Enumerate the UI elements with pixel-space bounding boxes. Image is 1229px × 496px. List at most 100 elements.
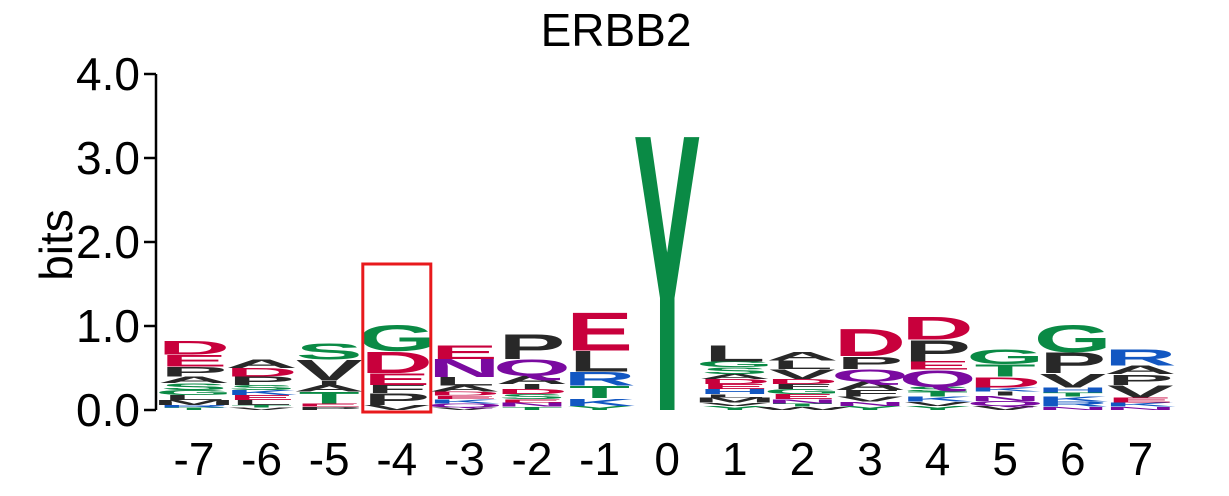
x-tick-label: 6 (1060, 433, 1086, 485)
y-tick-label: 4.0 (76, 48, 140, 100)
logo-letter: E (566, 301, 633, 362)
logo-letter: R (158, 404, 230, 408)
logo-letter: R (563, 368, 635, 390)
logo-letter: Q (966, 400, 1044, 408)
x-axis: -7 -6 -5 -4 -3 -2 -1 0 1 2 3 4 5 6 7 (174, 433, 1154, 485)
logo-letter: D (496, 388, 568, 396)
x-tick-label: 5 (992, 433, 1018, 485)
logo-letter: P (363, 390, 430, 408)
logo-letter: T (772, 402, 833, 407)
logo-letter: P (837, 353, 904, 373)
logo-letter: T (569, 383, 630, 403)
logo-letter: S (161, 382, 228, 392)
x-tick-label: 3 (857, 433, 883, 485)
logo-letter: N (834, 401, 906, 408)
logo-letter: D (969, 374, 1041, 391)
logo-letter: P (296, 406, 363, 411)
x-tick-label: -6 (241, 433, 282, 485)
logo-letter: V (228, 407, 295, 411)
logo-letter: A (496, 374, 568, 387)
logo-letter: D (901, 310, 973, 346)
logo-letter: D (699, 378, 771, 386)
logo-letter: S (499, 393, 566, 401)
logo-letter: P (1039, 347, 1106, 380)
logo-letter: V (431, 407, 498, 411)
logo-letter: S (228, 384, 295, 392)
logo-letter: K (969, 386, 1041, 393)
x-tick-label: -2 (512, 433, 553, 485)
logo-letter: F (772, 383, 833, 391)
logo-columns: TRMLGSAPEDVTLEKSPDAPETAIVSVPFEDGVQKEDALN… (152, 52, 1176, 495)
logo-letter: L (231, 399, 292, 407)
logo-letter: W (755, 406, 850, 411)
logo-letter: V (837, 395, 904, 403)
logo-letter: T (975, 361, 1036, 381)
highlight-box (361, 262, 433, 414)
logo-letter: I (315, 380, 343, 387)
logo-letter: A (834, 380, 906, 393)
logo-letter: L (704, 393, 765, 398)
logo-letter: E (296, 402, 363, 407)
x-tick-label: -3 (444, 433, 485, 485)
x-tick-label: -1 (579, 433, 620, 485)
logo-letter: A (293, 383, 365, 393)
logo-letter: K (1104, 401, 1176, 408)
logo-letter: Y (904, 405, 971, 412)
logo-letter: G (966, 345, 1044, 368)
logo-letter: G (358, 318, 436, 360)
logo-letter: A (428, 384, 500, 393)
logo-letter: Y (633, 52, 700, 495)
logo-letter: Q (426, 402, 504, 409)
logo-letter: E (161, 352, 228, 370)
logo-letter: D (158, 337, 230, 359)
logo-letter: T (907, 390, 968, 398)
logo-letter: S (904, 385, 971, 393)
logo-letter: V (1107, 382, 1174, 402)
logo-letter: S (296, 339, 363, 365)
logo-letter: T (299, 389, 360, 407)
logo-column: Y (633, 52, 700, 495)
logo-letter: Q (493, 355, 571, 381)
y-axis-label: bits (30, 209, 82, 281)
logo-letter: I (991, 391, 1019, 398)
logo-letter: N (1104, 406, 1176, 411)
logo-letter: D (428, 391, 500, 398)
logo-letter: V (363, 404, 430, 412)
logo-letter: Q (831, 366, 909, 386)
chart-title: ERBB2 (541, 4, 692, 56)
logo-letter: E (1107, 396, 1174, 404)
x-tick-label: -7 (174, 433, 215, 485)
logo-letter: E (431, 341, 498, 363)
logo-letter: G (696, 360, 774, 369)
logo-letter: L (163, 394, 224, 402)
logo-letter: P (161, 364, 228, 380)
logo-letter: D (766, 378, 838, 386)
logo-letter: A (699, 373, 771, 381)
logo-letter: R (1037, 400, 1109, 408)
logo-letter: A (1104, 364, 1176, 377)
x-tick-label: 0 (654, 433, 680, 485)
logo-letter: Y (701, 405, 768, 412)
logo-letter: P (228, 374, 295, 387)
logo-letter: E (499, 398, 566, 403)
logo-letter: V (769, 366, 836, 382)
highlight-layer (361, 262, 433, 414)
logo-letter: K (1037, 395, 1109, 403)
logo-letter: V (904, 401, 971, 408)
logo-letter: E (904, 359, 971, 372)
logo-letter: V (972, 405, 1039, 412)
logo-letter: M (693, 396, 776, 404)
logo-letter: G (764, 388, 842, 396)
logo-letter: K (428, 398, 500, 405)
logo-letter: Q (899, 366, 977, 392)
logo-letter: T (231, 404, 292, 408)
